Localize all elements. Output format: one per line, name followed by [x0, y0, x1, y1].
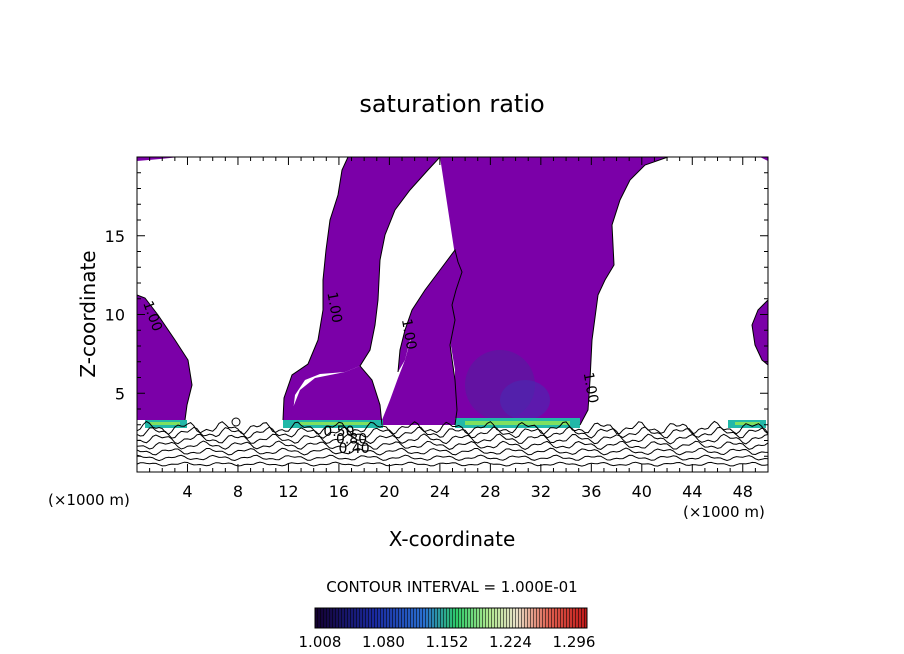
- saturated-region-left: [137, 295, 192, 420]
- x-tick-label: 44: [682, 482, 702, 501]
- y-axis-label: Z-coordinate: [76, 250, 100, 377]
- x-tick-label: 4: [182, 482, 192, 501]
- x-tick-label: 16: [329, 482, 349, 501]
- inner-shade-2: [500, 380, 550, 420]
- x-axis-ticks: 4 8 12 16 20 24 28 32 36 40 44 48: [149, 157, 756, 501]
- contour-label: 1.00: [323, 291, 344, 324]
- x-scale-label-left: (×1000 m): [48, 491, 130, 509]
- contour-1-00-outlines: [137, 157, 768, 427]
- cloud-base-core-1: [150, 422, 180, 425]
- saturated-region-top-left: [137, 157, 180, 161]
- saturated-region-right: [398, 157, 668, 425]
- boundary-layer-contour-line: [137, 440, 768, 451]
- x-tick-label: 12: [278, 482, 298, 501]
- saturated-region-center: [283, 157, 440, 420]
- saturated-region-center-lower: [290, 366, 382, 425]
- x-tick-label: 36: [581, 482, 601, 501]
- cloud-base-core-4: [735, 422, 760, 425]
- chart-title: saturation ratio: [359, 90, 544, 118]
- boundary-layer-contour-line: [137, 461, 768, 467]
- x-axis-label: X-coordinate: [389, 527, 516, 551]
- contour-labels: 1.00 1.001.001.000.500.800.40: [139, 291, 601, 457]
- x-tick-label: 40: [632, 482, 652, 501]
- saturated-region-top-right: [760, 157, 768, 161]
- colorbar-tick-labels: 1.008 1.080 1.152 1.224 1.296: [299, 633, 596, 651]
- x-tick-label: 48: [733, 482, 753, 501]
- boundary-layer-contour-line: [137, 420, 768, 436]
- contour-label: 0.40: [338, 441, 369, 457]
- boundary-layer-contour-line: [137, 426, 768, 439]
- colorbar-stripes: [315, 608, 587, 628]
- contour-label: 0.80: [336, 432, 367, 448]
- cloud-base-core-3: [465, 421, 570, 425]
- boundary-layer-contour-line: [137, 454, 768, 462]
- colorbar-tick-label: 1.008: [299, 633, 342, 651]
- colorbar-tick-label: 1.296: [553, 633, 596, 651]
- boundary-layer-contours: [137, 420, 768, 467]
- x-tick-label: 28: [480, 482, 500, 501]
- contour-label: 1.00: [398, 318, 419, 351]
- saturated-region-right-core: [380, 255, 462, 425]
- y-tick-label: 15: [105, 227, 125, 246]
- y-tick-label: 5: [115, 384, 125, 403]
- cloud-base-core-2: [300, 422, 370, 425]
- x-tick-label: 20: [379, 482, 399, 501]
- contour-label: 1.00: [580, 371, 601, 404]
- x-tick-label: 24: [430, 482, 450, 501]
- x-tick-label: 32: [531, 482, 551, 501]
- boundary-layer-contour-line: [137, 433, 768, 445]
- colorbar-tick-label: 1.080: [362, 633, 405, 651]
- contour-interval-text: CONTOUR INTERVAL = 1.000E-01: [326, 578, 577, 596]
- contour-label: 0.50: [323, 424, 354, 440]
- x-tick-label: 8: [233, 482, 243, 501]
- boundary-layer-contour-line: [137, 447, 768, 456]
- colorbar-tick-label: 1.224: [489, 633, 532, 651]
- colorbar-tick-label: 1.152: [426, 633, 469, 651]
- y-tick-label: 10: [105, 306, 125, 325]
- x-scale-label-right: (×1000 m): [683, 503, 765, 521]
- y-axis-ticks: 5 10 15: [105, 172, 768, 457]
